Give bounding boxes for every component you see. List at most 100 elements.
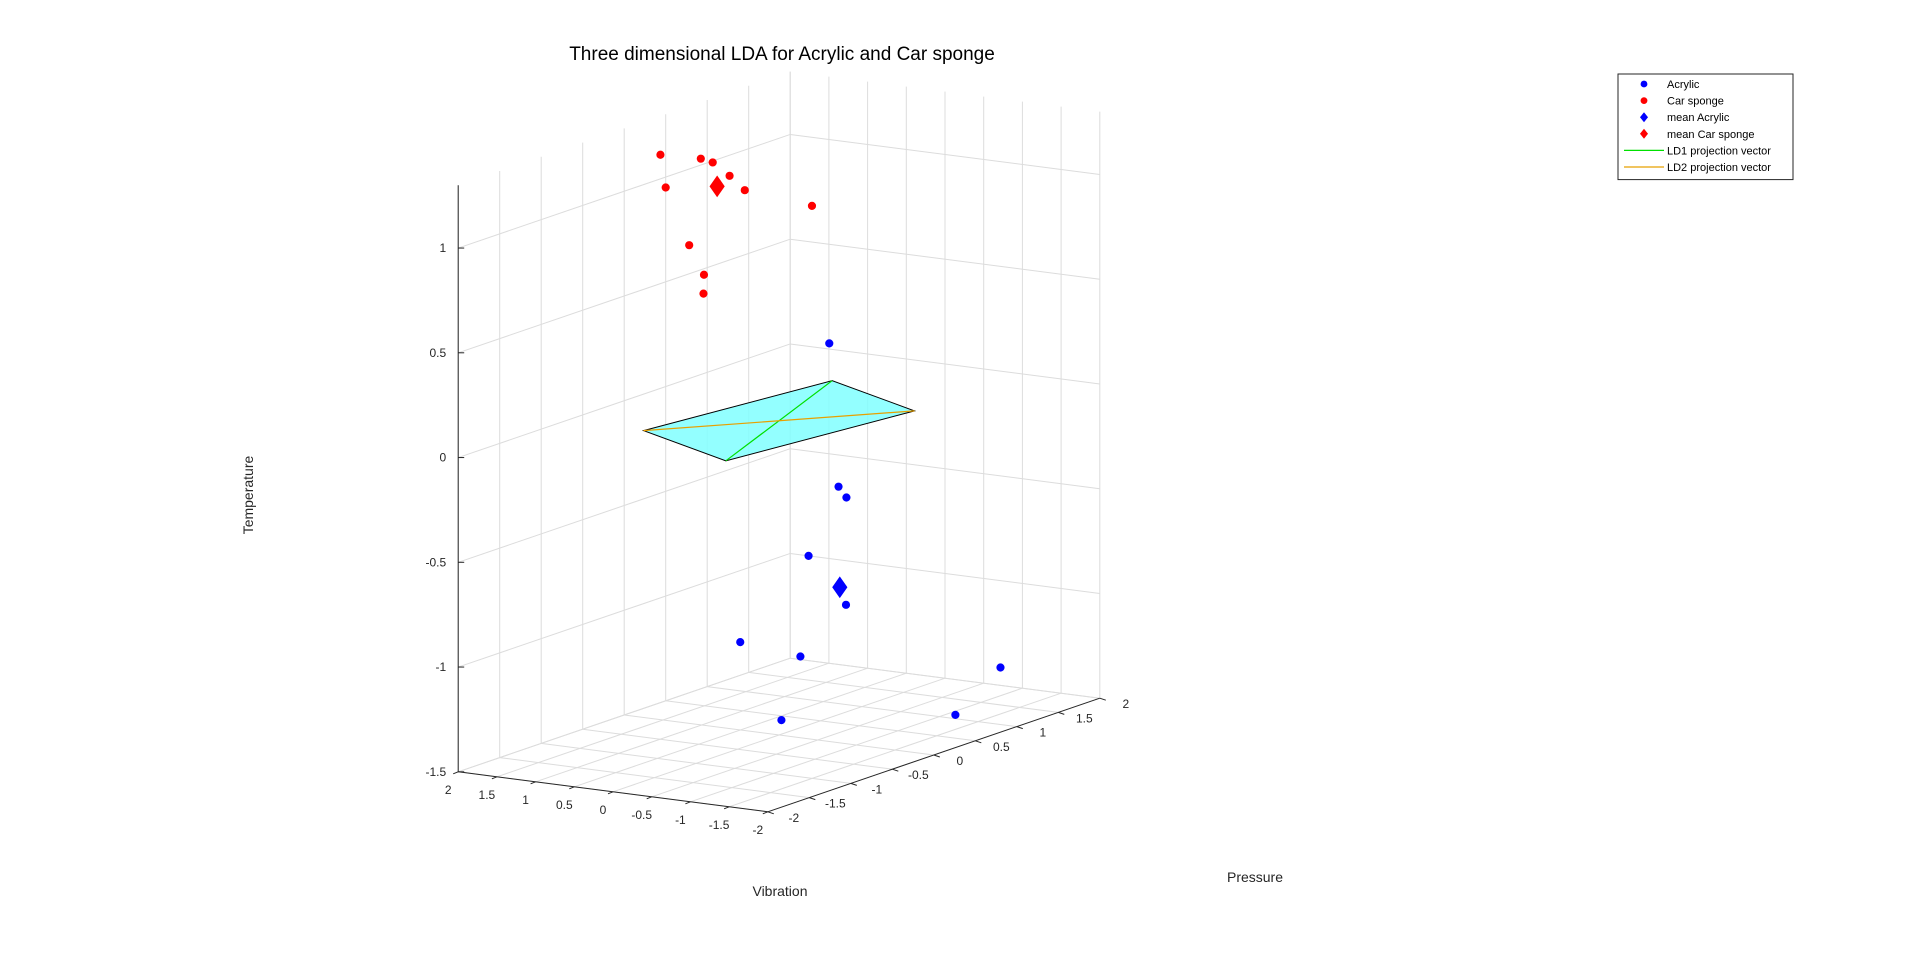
legend-entry-label: LD2 projection vector bbox=[1667, 162, 1771, 174]
side-wall-grid-line bbox=[790, 552, 1100, 594]
legend-marker bbox=[1640, 128, 1648, 139]
side-wall-grid-line bbox=[790, 133, 1100, 175]
data-point bbox=[708, 158, 717, 167]
y-tick-label: 0.5 bbox=[993, 740, 1010, 754]
floor-grid-line bbox=[541, 742, 851, 784]
back-wall-grid-line bbox=[458, 448, 791, 563]
tick-labels: 2 1.5 1 0.5 0 -0.5 -1 -1.5 -2 -2 -1.5 -1 -0.5 0 0.5 1 1.… bbox=[426, 241, 1130, 837]
x-tick-label: 2 bbox=[445, 783, 452, 797]
data-point bbox=[796, 652, 805, 661]
data-point bbox=[804, 551, 813, 560]
side-wall-grid-line bbox=[790, 238, 1100, 280]
back-wall-grid-line bbox=[458, 238, 791, 354]
mean-marker bbox=[709, 175, 725, 198]
y-tick-mark bbox=[767, 811, 774, 815]
data-point bbox=[656, 150, 665, 159]
legend-entry-label: mean Car sponge bbox=[1667, 129, 1754, 141]
floor-grid-line bbox=[748, 671, 1059, 713]
z-tick-label: 1 bbox=[440, 241, 447, 255]
data-layer bbox=[641, 150, 1005, 725]
x-tick-mark bbox=[723, 806, 730, 810]
data-point bbox=[661, 183, 670, 192]
y-tick-label: 1.5 bbox=[1076, 711, 1093, 725]
floor-grid-line bbox=[582, 728, 893, 770]
legend-marker bbox=[1640, 112, 1648, 123]
data-point bbox=[699, 270, 709, 279]
x-tick-label: -2 bbox=[752, 823, 763, 837]
y-tick-label: -1 bbox=[871, 782, 882, 796]
x-tick-label: -0.5 bbox=[631, 808, 652, 822]
x-tick-label: -1 bbox=[675, 813, 686, 827]
data-point bbox=[736, 638, 745, 647]
floor-grid-line bbox=[624, 714, 934, 756]
data-point bbox=[951, 710, 960, 720]
x-tick-mark bbox=[685, 801, 691, 805]
x-tick-mark bbox=[491, 776, 498, 780]
x-tick-mark bbox=[453, 771, 459, 775]
side-wall-grid-line bbox=[790, 657, 1100, 699]
mean-marker bbox=[832, 576, 848, 599]
x-tick-label: 0 bbox=[600, 803, 607, 817]
x-tick-mark bbox=[607, 791, 614, 795]
data-point bbox=[696, 154, 705, 163]
x-axis-label: Vibration bbox=[752, 883, 807, 899]
x-tick-label: -1.5 bbox=[709, 818, 730, 832]
floor-grid-line bbox=[707, 686, 1017, 728]
legend-entry-label: Car sponge bbox=[1667, 96, 1724, 108]
back-wall-grid-line bbox=[458, 343, 791, 459]
data-point bbox=[807, 201, 817, 210]
legend-box bbox=[1617, 73, 1794, 181]
floor-grid-line bbox=[665, 700, 976, 742]
y-tick-label: 2 bbox=[1122, 697, 1129, 711]
x-tick-mark bbox=[646, 796, 652, 800]
data-point bbox=[699, 289, 708, 298]
legend-marker bbox=[1640, 80, 1648, 88]
x-tick-label: 0.5 bbox=[556, 798, 573, 812]
x-tick-label: 1 bbox=[522, 793, 529, 807]
axes bbox=[453, 185, 1106, 815]
y-tick-mark bbox=[1099, 697, 1106, 701]
y-tick-mark bbox=[892, 768, 899, 772]
data-point bbox=[841, 600, 851, 609]
y-tick-mark bbox=[975, 740, 982, 744]
projection-vector-line bbox=[643, 410, 915, 432]
data-point bbox=[825, 339, 834, 348]
x-tick-mark bbox=[530, 781, 536, 785]
back-wall-grid-line bbox=[458, 657, 791, 773]
x-tick-mark bbox=[569, 786, 575, 790]
legend-entry-label: LD1 projection vector bbox=[1667, 145, 1771, 157]
y-axis-label: Pressure bbox=[1227, 869, 1283, 885]
data-point bbox=[725, 171, 734, 180]
back-wall-grid-line bbox=[458, 133, 791, 249]
z-tick-label: -0.5 bbox=[426, 555, 447, 569]
data-point bbox=[740, 186, 749, 195]
y-tick-label: -1.5 bbox=[825, 797, 846, 811]
y-tick-mark bbox=[809, 797, 816, 801]
floor-grid-line bbox=[499, 757, 810, 799]
x-tick-label: 1.5 bbox=[479, 788, 496, 802]
legend-entry-label: Acrylic bbox=[1667, 79, 1700, 91]
y-tick-mark bbox=[1058, 711, 1065, 715]
legend: Acrylic Car sponge mean Acrylic mean Car sp… bbox=[1617, 73, 1794, 181]
data-point bbox=[834, 482, 843, 491]
y-tick-label: 1 bbox=[1039, 726, 1046, 740]
z-tick-label: -1 bbox=[436, 660, 447, 674]
legend-marker bbox=[1640, 97, 1648, 104]
chart-title: Three dimensional LDA for Acrylic and Ca… bbox=[569, 44, 995, 65]
side-wall-grid-line bbox=[790, 343, 1100, 385]
data-point bbox=[777, 716, 786, 725]
y-tick-label: -2 bbox=[788, 811, 799, 825]
data-point bbox=[996, 663, 1005, 672]
back-wall-grid-line bbox=[458, 552, 791, 668]
data-point bbox=[685, 241, 694, 250]
y-tick-mark bbox=[850, 782, 857, 786]
y-tick-mark bbox=[933, 754, 940, 758]
y-tick-label: -0.5 bbox=[908, 768, 929, 782]
data-point bbox=[842, 493, 851, 502]
x-tick-mark bbox=[762, 811, 768, 815]
z-tick-label: 0 bbox=[440, 451, 447, 465]
y-tick-mark bbox=[1016, 726, 1023, 730]
side-wall-grid-line bbox=[790, 448, 1100, 490]
